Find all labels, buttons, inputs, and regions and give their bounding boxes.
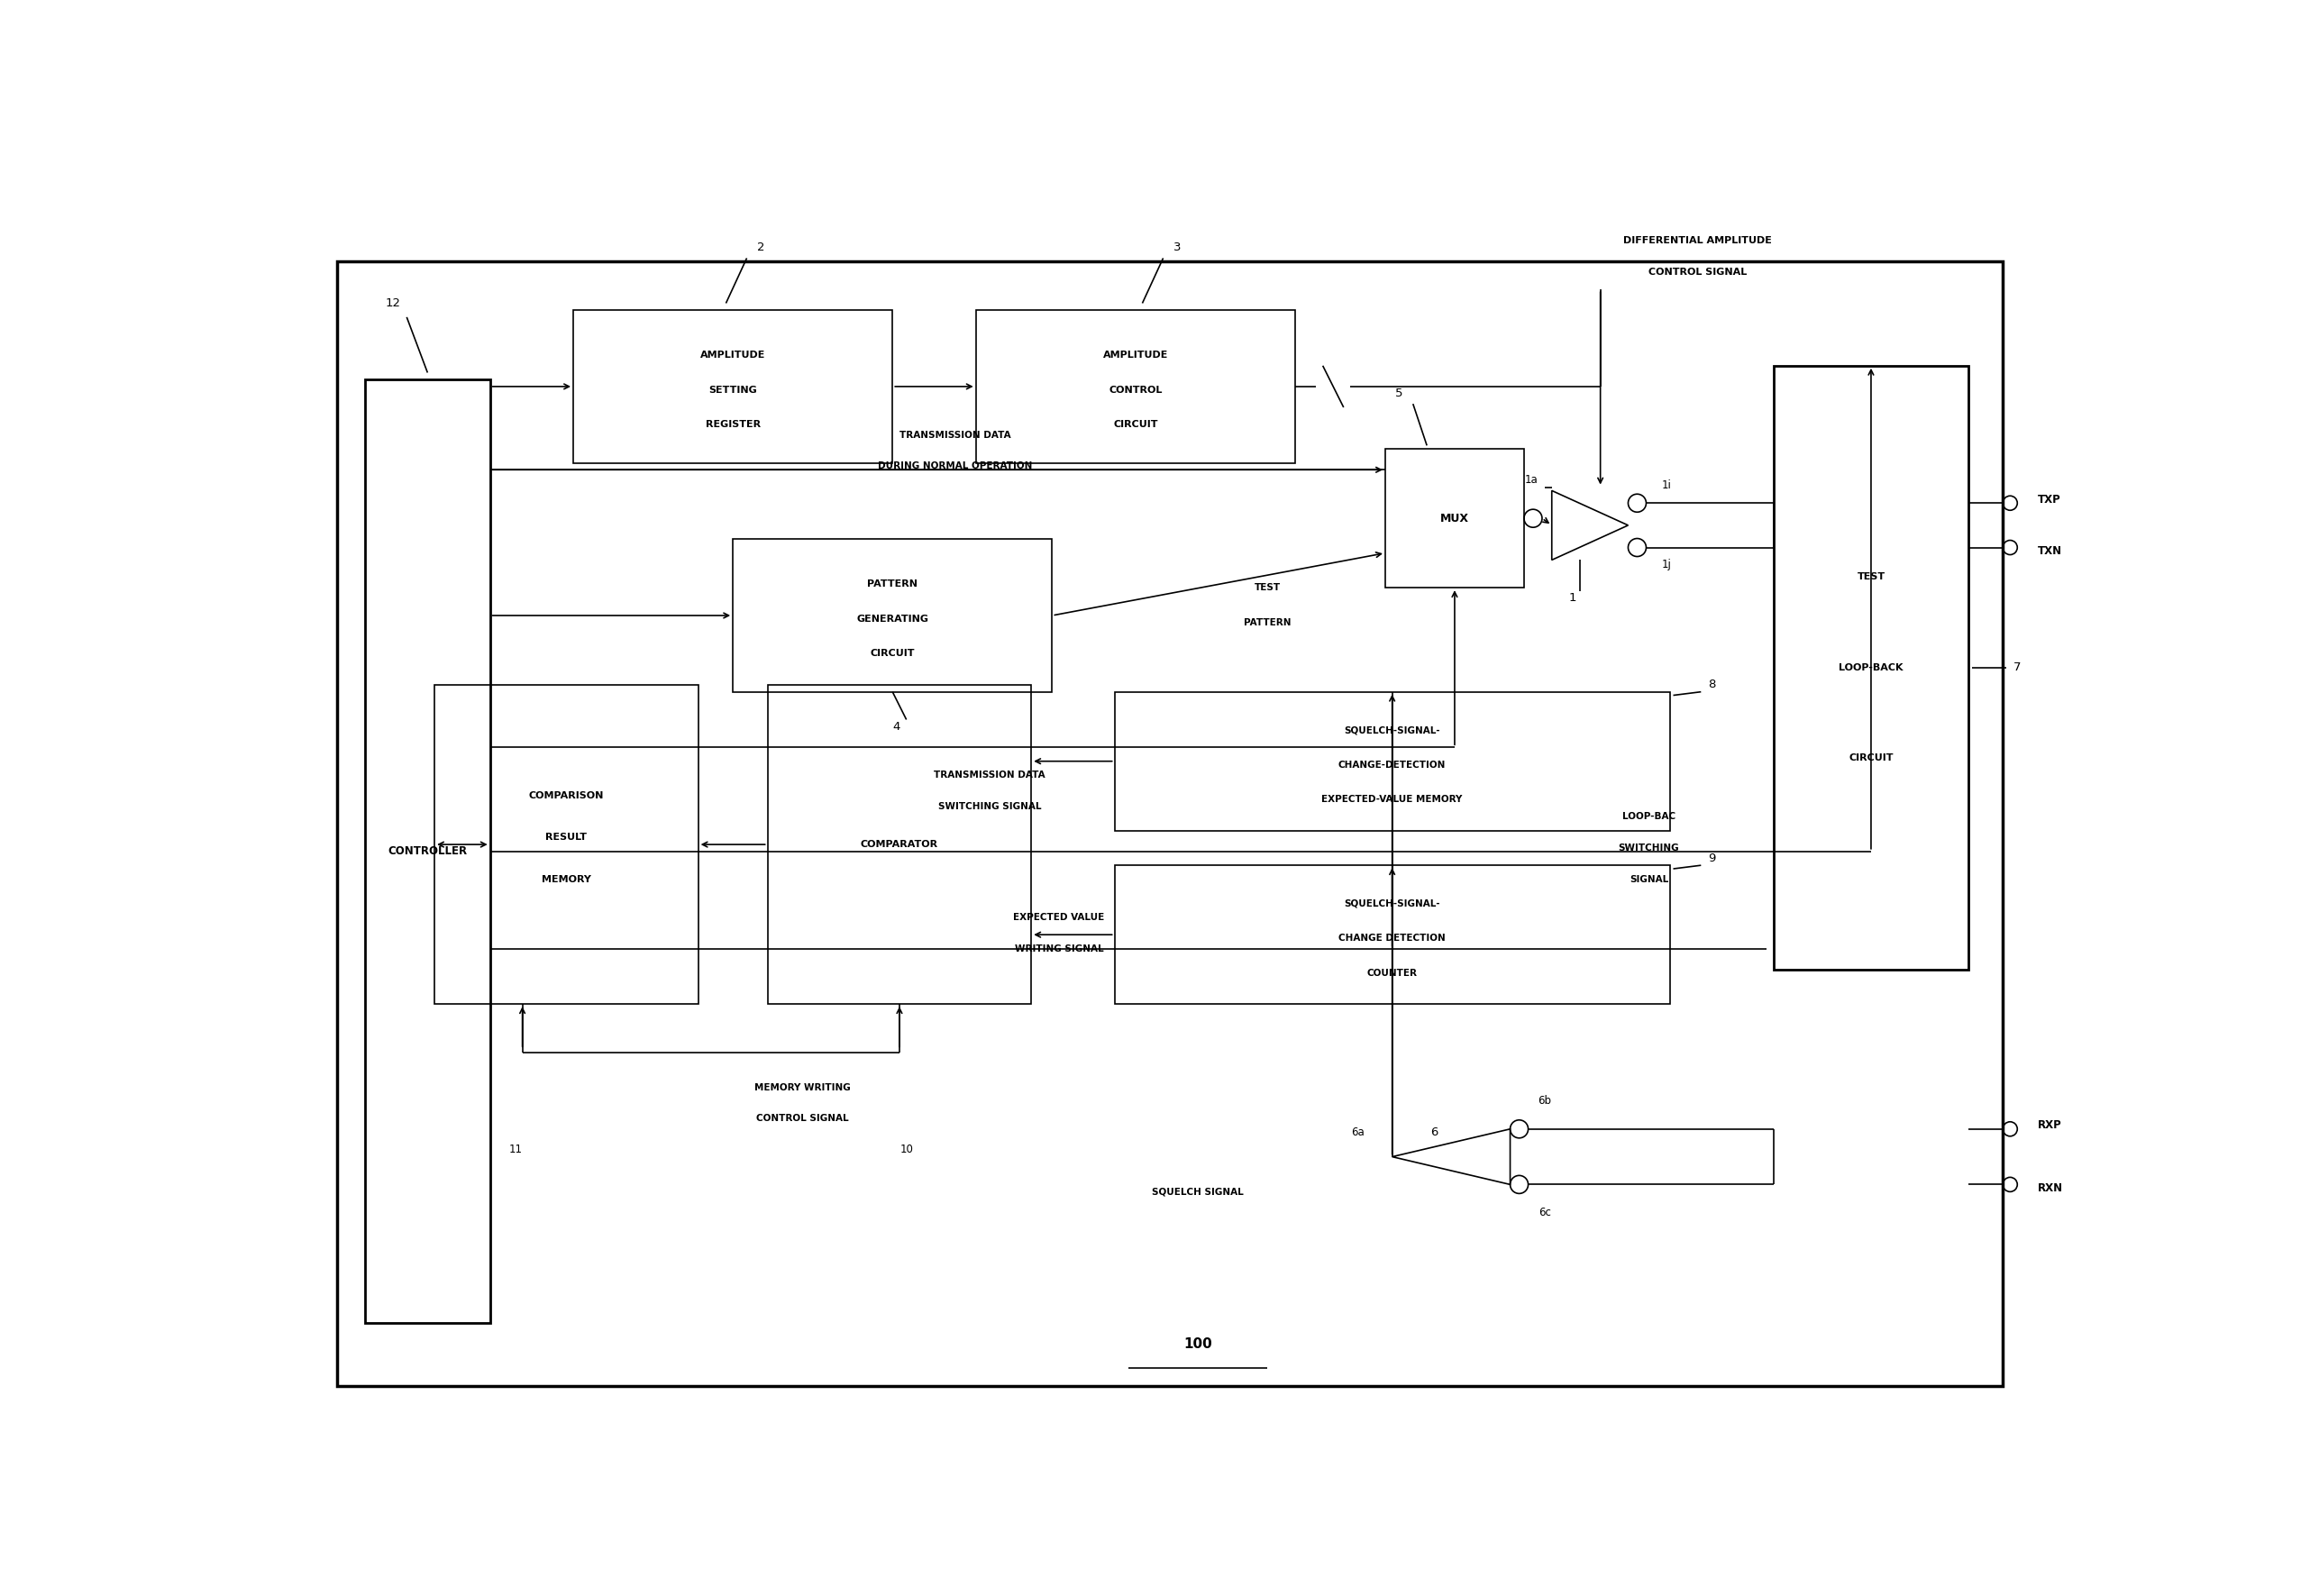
- Text: EXPECTED VALUE: EXPECTED VALUE: [1013, 913, 1104, 922]
- Text: 4: 4: [893, 721, 900, 733]
- Text: REGISTER: REGISTER: [705, 420, 761, 429]
- Text: 1: 1: [1568, 592, 1577, 603]
- Bar: [364, 380, 489, 1323]
- Text: PATTERN: PATTERN: [867, 579, 918, 589]
- Bar: [1115, 865, 1670, 1004]
- Text: 10: 10: [900, 1144, 914, 1156]
- Text: 6a: 6a: [1352, 1127, 1364, 1138]
- Text: AMPLITUDE: AMPLITUDE: [700, 351, 765, 359]
- Text: CIRCUIT: CIRCUIT: [1848, 753, 1892, 763]
- Text: TEST: TEST: [1255, 583, 1280, 592]
- Text: 6b: 6b: [1537, 1095, 1551, 1108]
- Text: PATTERN: PATTERN: [1243, 618, 1292, 627]
- Text: 9: 9: [1707, 852, 1716, 863]
- Text: SIGNAL: SIGNAL: [1630, 875, 1667, 884]
- Text: 2: 2: [756, 243, 765, 254]
- Text: SETTING: SETTING: [710, 386, 756, 394]
- Text: 6c: 6c: [1537, 1207, 1551, 1218]
- Text: 12: 12: [385, 297, 401, 310]
- Text: COMPARATOR: COMPARATOR: [860, 839, 939, 849]
- Bar: [733, 539, 1053, 691]
- Bar: [976, 310, 1294, 463]
- Text: 1i: 1i: [1660, 480, 1672, 492]
- Text: TXP: TXP: [2038, 493, 2062, 506]
- Text: 5: 5: [1396, 388, 1403, 399]
- Text: 3: 3: [1173, 243, 1180, 254]
- Text: 1j: 1j: [1660, 559, 1672, 571]
- Text: SQUELCH-SIGNAL-: SQUELCH-SIGNAL-: [1345, 899, 1440, 908]
- Text: 7: 7: [2013, 662, 2020, 674]
- Bar: [1115, 691, 1670, 830]
- Text: TRANSMISSION DATA: TRANSMISSION DATA: [900, 431, 1011, 439]
- Text: 100: 100: [1183, 1337, 1213, 1350]
- Text: CIRCUIT: CIRCUIT: [870, 650, 914, 658]
- Bar: [1384, 448, 1524, 587]
- Text: CHANGE DETECTION: CHANGE DETECTION: [1338, 934, 1445, 943]
- Text: MEMORY: MEMORY: [543, 875, 591, 884]
- Text: RXN: RXN: [2038, 1183, 2064, 1194]
- Text: EXPECTED-VALUE MEMORY: EXPECTED-VALUE MEMORY: [1322, 795, 1463, 804]
- Text: SQUELCH SIGNAL: SQUELCH SIGNAL: [1153, 1187, 1243, 1195]
- Text: CONTROL: CONTROL: [1108, 386, 1162, 394]
- Text: LOOP-BAC: LOOP-BAC: [1623, 812, 1677, 822]
- Text: COUNTER: COUNTER: [1366, 969, 1417, 977]
- Text: 6: 6: [1431, 1127, 1438, 1138]
- Text: MUX: MUX: [1440, 512, 1468, 523]
- Text: CHANGE-DETECTION: CHANGE-DETECTION: [1338, 760, 1447, 769]
- Bar: [434, 685, 698, 1004]
- Text: RXP: RXP: [2038, 1120, 2062, 1132]
- Text: SWITCHING SIGNAL: SWITCHING SIGNAL: [939, 801, 1041, 811]
- Text: 11: 11: [508, 1144, 522, 1156]
- Text: COMPARISON: COMPARISON: [529, 792, 603, 801]
- Text: LOOP-BACK: LOOP-BACK: [1839, 662, 1904, 672]
- Text: MEMORY WRITING: MEMORY WRITING: [754, 1082, 851, 1092]
- Bar: [1774, 365, 1969, 969]
- Text: 8: 8: [1707, 678, 1716, 691]
- Text: SQUELCH-SIGNAL-: SQUELCH-SIGNAL-: [1345, 726, 1440, 734]
- Bar: [768, 685, 1032, 1004]
- Text: CONTROL SIGNAL: CONTROL SIGNAL: [1649, 268, 1746, 276]
- Bar: [573, 310, 893, 463]
- Text: DURING NORMAL OPERATION: DURING NORMAL OPERATION: [877, 461, 1032, 471]
- Text: RESULT: RESULT: [545, 833, 587, 843]
- Text: 1a: 1a: [1524, 474, 1537, 487]
- Text: CONTROLLER: CONTROLLER: [387, 846, 466, 857]
- Text: TEST: TEST: [1858, 573, 1885, 581]
- Text: SWITCHING: SWITCHING: [1619, 843, 1679, 852]
- Text: AMPLITUDE: AMPLITUDE: [1104, 351, 1169, 359]
- Text: CIRCUIT: CIRCUIT: [1113, 420, 1157, 429]
- Text: DIFFERENTIAL AMPLITUDE: DIFFERENTIAL AMPLITUDE: [1623, 236, 1772, 246]
- Text: CONTROL SIGNAL: CONTROL SIGNAL: [756, 1114, 849, 1124]
- Text: WRITING SIGNAL: WRITING SIGNAL: [1016, 945, 1104, 953]
- Text: GENERATING: GENERATING: [856, 614, 928, 624]
- Text: TXN: TXN: [2038, 546, 2062, 557]
- Text: TRANSMISSION DATA: TRANSMISSION DATA: [935, 771, 1046, 779]
